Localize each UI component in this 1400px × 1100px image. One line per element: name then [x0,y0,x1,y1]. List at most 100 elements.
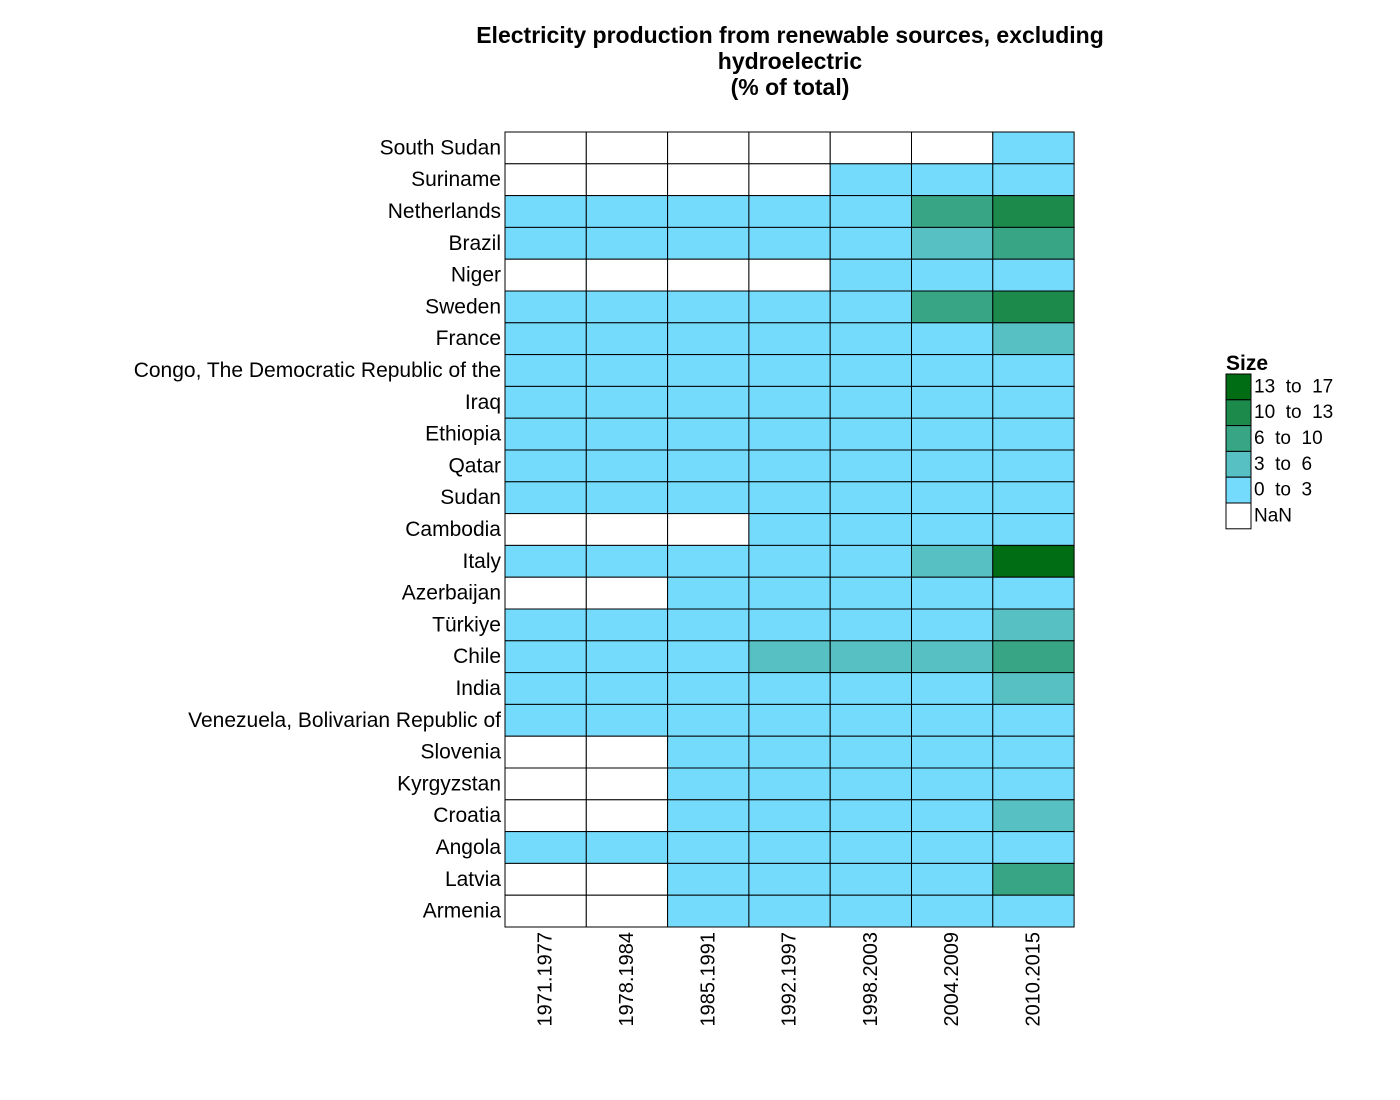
row-label-latvia: Latvia [445,868,501,891]
row-label-venezuela-bolivarian-republic-of: Venezuela, Bolivarian Republic of [188,709,501,732]
heatmap-cell-t-rkiye-1985-1991 [667,608,750,642]
heatmap-cell-iraq-1998-2003 [829,385,913,419]
column-label-2004-2009: 2004.2009 [941,932,963,1027]
heatmap-cell-angola-1998-2003 [829,831,913,864]
heatmap-cell-kyrgyzstan-1992-1997 [748,767,831,801]
heatmap-cell-slovenia-1992-1997 [748,735,831,769]
heatmap-cell-sudan-1998-2003 [829,481,913,515]
heatmap-cell-chile-1985-1991 [667,640,750,674]
heatmap-cell-south-sudan-2010-2015 [992,131,1075,165]
row-label-suriname: Suriname [411,168,501,191]
heatmap-cell-india-2010-2015 [992,672,1075,705]
heatmap-cell-brazil-1985-1991 [667,226,750,260]
legend-label-3-to-6: 3 to 6 [1254,454,1312,475]
heatmap-cell-armenia-2004-2009 [911,894,994,928]
heatmap-cell-iraq-1978-1984 [585,385,669,419]
heatmap-cell-brazil-1978-1984 [585,226,669,260]
column-label-1998-2003: 1998.2003 [860,932,882,1027]
heatmap-cell-italy-2010-2015 [992,544,1075,578]
legend-title: Size [1226,352,1268,375]
legend-swatch-6-to-10 [1225,425,1252,452]
heatmap-cell-italy-1985-1991 [667,544,750,578]
heatmap-cell-iraq-1971-1977 [504,385,587,419]
heatmap-cell-niger-1985-1991 [667,258,750,292]
heatmap-cell-sweden-1971-1977 [504,290,587,324]
row-label-brazil: Brazil [448,232,501,255]
row-label-kyrgyzstan: Kyrgyzstan [397,772,501,795]
heatmap-cell-niger-2010-2015 [992,258,1075,292]
heatmap-cell-suriname-1985-1991 [667,163,750,197]
heatmap-cell-sweden-2004-2009 [911,290,994,324]
heatmap-cell-azerbaijan-1978-1984 [585,576,669,610]
heatmap-cell-t-rkiye-2004-2009 [911,608,994,642]
heatmap-cell-cambodia-2010-2015 [992,513,1075,546]
row-label-armenia: Armenia [423,900,502,923]
heatmap-cell-sudan-1971-1977 [504,481,587,515]
chart-title-line-2: hydroelectric [717,48,863,74]
heatmap-cell-netherlands-1978-1984 [585,195,669,228]
heatmap-cell-ethiopia-2010-2015 [992,417,1075,451]
heatmap-cell-suriname-1998-2003 [829,163,913,197]
heatmap-cell-armenia-1985-1991 [667,894,750,928]
heatmap-cell-kyrgyzstan-1971-1977 [504,767,587,801]
row-label-qatar: Qatar [448,454,501,477]
legend-label-0-to-3: 0 to 3 [1254,480,1312,501]
heatmap-cell-armenia-1971-1977 [504,894,587,928]
heatmap-cell-india-2004-2009 [911,672,994,705]
heatmap-cell-congo-the-democratic-republic-of-the-1992-1997 [748,354,831,387]
heatmap-cell-sweden-1992-1997 [748,290,831,324]
column-label-1971-1977: 1971.1977 [535,932,557,1027]
heatmap-cell-netherlands-1992-1997 [748,195,831,228]
heatmap-cell-chile-1992-1997 [748,640,831,674]
row-label-chile: Chile [453,645,501,668]
heatmap-cell-netherlands-1971-1977 [504,195,587,228]
heatmap-cell-latvia-1992-1997 [748,862,831,896]
row-label-italy: Italy [462,550,501,573]
heatmap-cell-cambodia-1992-1997 [748,513,831,546]
heatmap-cell-netherlands-1998-2003 [829,195,913,228]
heatmap-cell-ethiopia-1998-2003 [829,417,913,451]
heatmap-cell-south-sudan-1992-1997 [748,131,831,165]
row-label-france: France [436,327,501,350]
heatmap-cell-venezuela-bolivarian-republic-of-2010-2015 [992,703,1075,737]
heatmap-cell-latvia-1971-1977 [504,862,587,896]
heatmap-cell-italy-1971-1977 [504,544,587,578]
heatmap-cell-croatia-1971-1977 [504,799,587,833]
heatmap-cell-sudan-2004-2009 [911,481,994,515]
heatmap-cell-azerbaijan-1998-2003 [829,576,913,610]
heatmap-cell-t-rkiye-2010-2015 [992,608,1075,642]
heatmap-cell-t-rkiye-1971-1977 [504,608,587,642]
heatmap-cell-brazil-1992-1997 [748,226,831,260]
heatmap-cell-south-sudan-1985-1991 [667,131,750,165]
heatmap-cell-india-1985-1991 [667,672,750,705]
heatmap-cell-france-2010-2015 [992,322,1075,356]
row-label-ethiopia: Ethiopia [425,423,501,446]
row-label-azerbaijan: Azerbaijan [402,582,501,605]
heatmap-cell-t-rkiye-1992-1997 [748,608,831,642]
heatmap-cell-angola-1971-1977 [504,831,587,864]
heatmap-cell-ethiopia-1978-1984 [585,417,669,451]
heatmap-cell-slovenia-1971-1977 [504,735,587,769]
heatmap-cell-slovenia-1978-1984 [585,735,669,769]
heatmap-cell-brazil-2010-2015 [992,226,1075,260]
heatmap-cell-india-1971-1977 [504,672,587,705]
heatmap-cell-niger-1978-1984 [585,258,669,292]
heatmap-cell-kyrgyzstan-1998-2003 [829,767,913,801]
column-label-1978-1984: 1978.1984 [616,932,638,1027]
heatmap-cell-qatar-1971-1977 [504,449,587,483]
legend-swatch-3-to-6 [1225,450,1252,478]
heatmap-cell-chile-2010-2015 [992,640,1075,674]
chart-title-line-3: (% of total) [730,74,850,100]
heatmap-cell-kyrgyzstan-1985-1991 [667,767,750,801]
heatmap-cell-italy-1998-2003 [829,544,913,578]
row-label-cambodia: Cambodia [405,518,501,541]
column-label-1992-1997: 1992.1997 [779,932,801,1027]
heatmap-cell-france-1992-1997 [748,322,831,356]
heatmap-cell-azerbaijan-1985-1991 [667,576,750,610]
heatmap-cell-sweden-2010-2015 [992,290,1075,324]
heatmap-cell-chile-1978-1984 [585,640,669,674]
heatmap-cell-chile-1998-2003 [829,640,913,674]
heatmap-cell-chile-1971-1977 [504,640,587,674]
heatmap-cell-iraq-1985-1991 [667,385,750,419]
row-label-niger: Niger [451,264,501,287]
